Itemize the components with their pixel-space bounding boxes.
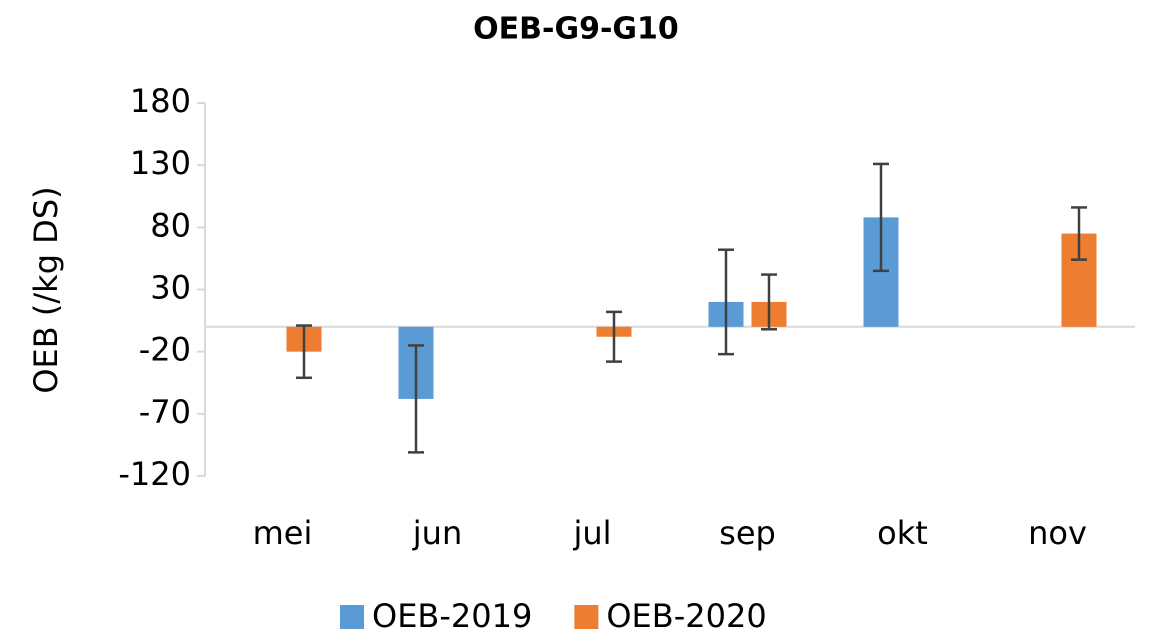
x-tick-label: okt bbox=[877, 514, 928, 552]
legend-label: OEB-2019 bbox=[372, 597, 532, 635]
chart-title: OEB-G9-G10 bbox=[473, 12, 679, 47]
y-tick-label: -120 bbox=[118, 455, 191, 493]
legend-swatch bbox=[574, 605, 599, 629]
y-tick-label: -70 bbox=[139, 393, 191, 431]
x-tick-label: jul bbox=[572, 514, 611, 552]
y-tick-label: -20 bbox=[139, 331, 191, 369]
y-tick-label: 130 bbox=[130, 144, 191, 182]
x-tick-label: nov bbox=[1028, 514, 1087, 552]
y-axis-label: OEB (/kg DS) bbox=[27, 186, 65, 393]
legend-label: OEB-2020 bbox=[606, 597, 766, 635]
y-tick-label: 30 bbox=[150, 269, 191, 307]
legend-swatch bbox=[340, 605, 364, 629]
x-tick-label: mei bbox=[253, 514, 313, 552]
y-tick-label: 180 bbox=[130, 82, 191, 120]
y-tick-label: 80 bbox=[150, 206, 191, 244]
x-tick-label: sep bbox=[719, 514, 776, 552]
x-tick-label: jun bbox=[412, 514, 462, 552]
